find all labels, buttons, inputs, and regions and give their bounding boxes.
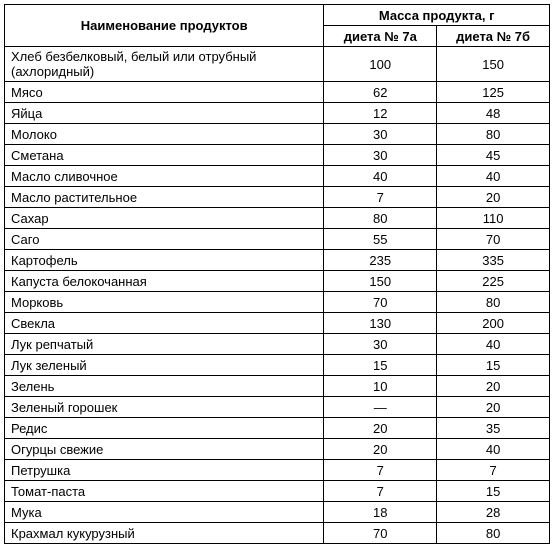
table-row: Крахмал кукурузный7080 bbox=[5, 523, 550, 544]
diet-7a-value: 62 bbox=[324, 82, 437, 103]
table-row: Зелень1020 bbox=[5, 376, 550, 397]
product-name: Лук репчатый bbox=[5, 334, 324, 355]
diet-7a-value: 10 bbox=[324, 376, 437, 397]
diet-7a-value: 70 bbox=[324, 292, 437, 313]
header-mass-col: Масса продукта, г bbox=[324, 5, 550, 26]
diet-7a-value: 55 bbox=[324, 229, 437, 250]
diet-7b-value: 150 bbox=[437, 47, 550, 82]
diet-7a-value: 7 bbox=[324, 481, 437, 502]
product-name: Морковь bbox=[5, 292, 324, 313]
table-row: Яйца1248 bbox=[5, 103, 550, 124]
diet-7b-value: 15 bbox=[437, 355, 550, 376]
table-row: Томат-паста715 bbox=[5, 481, 550, 502]
product-name: Сахар bbox=[5, 208, 324, 229]
product-name: Зеленый горошек bbox=[5, 397, 324, 418]
table-row: Масло растительное720 bbox=[5, 187, 550, 208]
diet-7a-value: — bbox=[324, 397, 437, 418]
diet-7b-value: 40 bbox=[437, 439, 550, 460]
diet-7b-value: 200 bbox=[437, 313, 550, 334]
diet-7a-value: 20 bbox=[324, 439, 437, 460]
diet-7b-value: 70 bbox=[437, 229, 550, 250]
diet-7b-value: 80 bbox=[437, 292, 550, 313]
diet-7a-value: 150 bbox=[324, 271, 437, 292]
diet-7a-value: 100 bbox=[324, 47, 437, 82]
diet-7a-value: 12 bbox=[324, 103, 437, 124]
table-row: Сметана3045 bbox=[5, 145, 550, 166]
product-name: Масло сливочное bbox=[5, 166, 324, 187]
diet-7a-value: 30 bbox=[324, 145, 437, 166]
diet-7b-value: 7 bbox=[437, 460, 550, 481]
diet-7a-value: 18 bbox=[324, 502, 437, 523]
diet-7b-value: 80 bbox=[437, 523, 550, 544]
diet-7a-value: 7 bbox=[324, 460, 437, 481]
product-name: Мука bbox=[5, 502, 324, 523]
diet-7b-value: 110 bbox=[437, 208, 550, 229]
product-name: Капуста белокочанная bbox=[5, 271, 324, 292]
diet-7a-value: 30 bbox=[324, 334, 437, 355]
table-row: Молоко3080 bbox=[5, 124, 550, 145]
diet-7b-value: 80 bbox=[437, 124, 550, 145]
diet-7b-value: 15 bbox=[437, 481, 550, 502]
diet-7b-value: 48 bbox=[437, 103, 550, 124]
table-row: Мясо62125 bbox=[5, 82, 550, 103]
product-name: Редис bbox=[5, 418, 324, 439]
table-row: Лук зеленый1515 bbox=[5, 355, 550, 376]
table-row: Зеленый горошек—20 bbox=[5, 397, 550, 418]
table-row: Мука1828 bbox=[5, 502, 550, 523]
product-name: Свекла bbox=[5, 313, 324, 334]
diet-7b-value: 225 bbox=[437, 271, 550, 292]
diet-7a-value: 30 bbox=[324, 124, 437, 145]
product-name: Саго bbox=[5, 229, 324, 250]
diet-7a-value: 130 bbox=[324, 313, 437, 334]
product-name: Картофель bbox=[5, 250, 324, 271]
table-row: Редис2035 bbox=[5, 418, 550, 439]
diet-7a-value: 15 bbox=[324, 355, 437, 376]
diet-7a-value: 70 bbox=[324, 523, 437, 544]
table-row: Морковь7080 bbox=[5, 292, 550, 313]
diet-7b-value: 35 bbox=[437, 418, 550, 439]
header-diet-7a: диета № 7а bbox=[324, 26, 437, 47]
diet-7b-value: 45 bbox=[437, 145, 550, 166]
header-name-col: Наименование продуктов bbox=[5, 5, 324, 47]
product-name: Петрушка bbox=[5, 460, 324, 481]
product-name: Мясо bbox=[5, 82, 324, 103]
diet-7b-value: 20 bbox=[437, 397, 550, 418]
diet-7b-value: 40 bbox=[437, 334, 550, 355]
diet-7a-value: 40 bbox=[324, 166, 437, 187]
diet-7b-value: 40 bbox=[437, 166, 550, 187]
diet-7b-value: 335 bbox=[437, 250, 550, 271]
product-name: Сметана bbox=[5, 145, 324, 166]
table-row: Масло сливочное4040 bbox=[5, 166, 550, 187]
product-name: Лук зеленый bbox=[5, 355, 324, 376]
table-row: Огурцы свежие2040 bbox=[5, 439, 550, 460]
product-name: Хлеб безбелковый, белый или отрубный (ах… bbox=[5, 47, 324, 82]
diet-7b-value: 125 bbox=[437, 82, 550, 103]
header-diet-7b: диета № 7б bbox=[437, 26, 550, 47]
table-row: Саго5570 bbox=[5, 229, 550, 250]
table-row: Сахар80110 bbox=[5, 208, 550, 229]
table-row: Картофель235335 bbox=[5, 250, 550, 271]
table-body: Хлеб безбелковый, белый или отрубный (ах… bbox=[5, 47, 550, 544]
diet-7a-value: 20 bbox=[324, 418, 437, 439]
diet-7b-value: 20 bbox=[437, 187, 550, 208]
product-name: Масло растительное bbox=[5, 187, 324, 208]
diet-7b-value: 28 bbox=[437, 502, 550, 523]
diet-products-table: Наименование продуктов Масса продукта, г… bbox=[4, 4, 550, 544]
table-row: Капуста белокочанная150225 bbox=[5, 271, 550, 292]
product-name: Молоко bbox=[5, 124, 324, 145]
table-row: Лук репчатый3040 bbox=[5, 334, 550, 355]
diet-7a-value: 80 bbox=[324, 208, 437, 229]
diet-7b-value: 20 bbox=[437, 376, 550, 397]
diet-7a-value: 7 bbox=[324, 187, 437, 208]
table-row: Петрушка77 bbox=[5, 460, 550, 481]
product-name: Зелень bbox=[5, 376, 324, 397]
product-name: Томат-паста bbox=[5, 481, 324, 502]
table-row: Хлеб безбелковый, белый или отрубный (ах… bbox=[5, 47, 550, 82]
product-name: Крахмал кукурузный bbox=[5, 523, 324, 544]
product-name: Огурцы свежие bbox=[5, 439, 324, 460]
table-row: Свекла130200 bbox=[5, 313, 550, 334]
diet-7a-value: 235 bbox=[324, 250, 437, 271]
product-name: Яйца bbox=[5, 103, 324, 124]
